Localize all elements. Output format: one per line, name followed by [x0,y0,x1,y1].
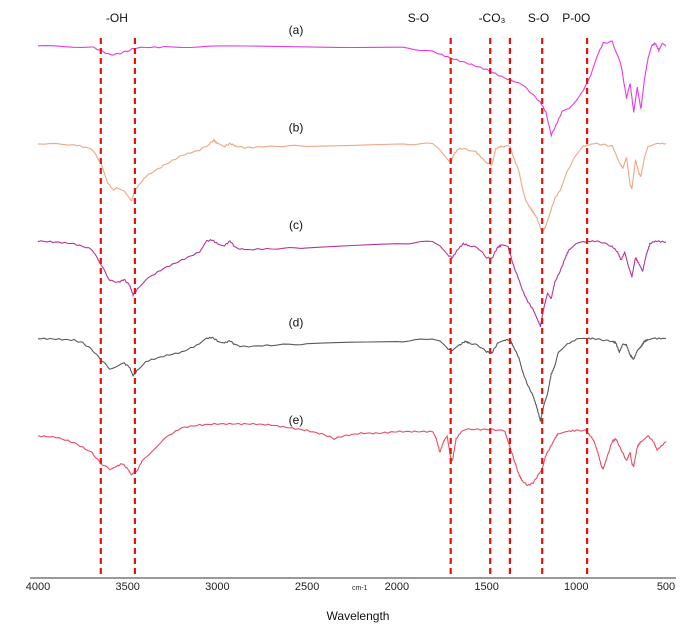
x-tick-labels: 4000 3500 3000 2500 2000 1500 1000 500 [26,581,675,593]
x-tick-label-4000: 4000 [26,581,50,593]
series-layer [37,40,667,486]
curve-label-e: (e) [289,413,304,427]
series-line-b [37,138,667,233]
peak-label-3: -CO₃ [479,11,506,25]
x-unit-label: cm-1 [352,585,368,592]
x-tick-label-1500: 1500 [474,581,498,593]
x-axis-label: Wavelength [327,609,390,623]
series-line-c [37,238,667,328]
peak-label-2: S-O [408,11,429,25]
peak-label-1: -OH [106,11,128,25]
curve-label-a: (a) [289,23,304,37]
x-tick-label-2500: 2500 [295,581,319,593]
series-line-e [37,422,667,486]
x-tick-label-1000: 1000 [564,581,588,593]
curve-labels: (a) (b) (c) (d) (e) [289,23,304,427]
reference-lines [99,38,589,575]
series-line-a [37,40,667,138]
curve-label-c: (c) [289,218,303,232]
curve-label-d: (d) [289,316,304,330]
peak-label-5: P-0O [562,11,590,25]
x-tick-label-3000: 3000 [205,581,229,593]
peak-labels: -OH S-O -CO₃ S-O P-0O [106,11,590,25]
x-tick-label-2000: 2000 [385,581,409,593]
peak-label-4: S-O [528,11,549,25]
x-tick-label-3500: 3500 [115,581,139,593]
series-line-d [38,336,667,422]
x-tick-label-500: 500 [657,581,675,593]
curve-label-b: (b) [289,121,304,135]
